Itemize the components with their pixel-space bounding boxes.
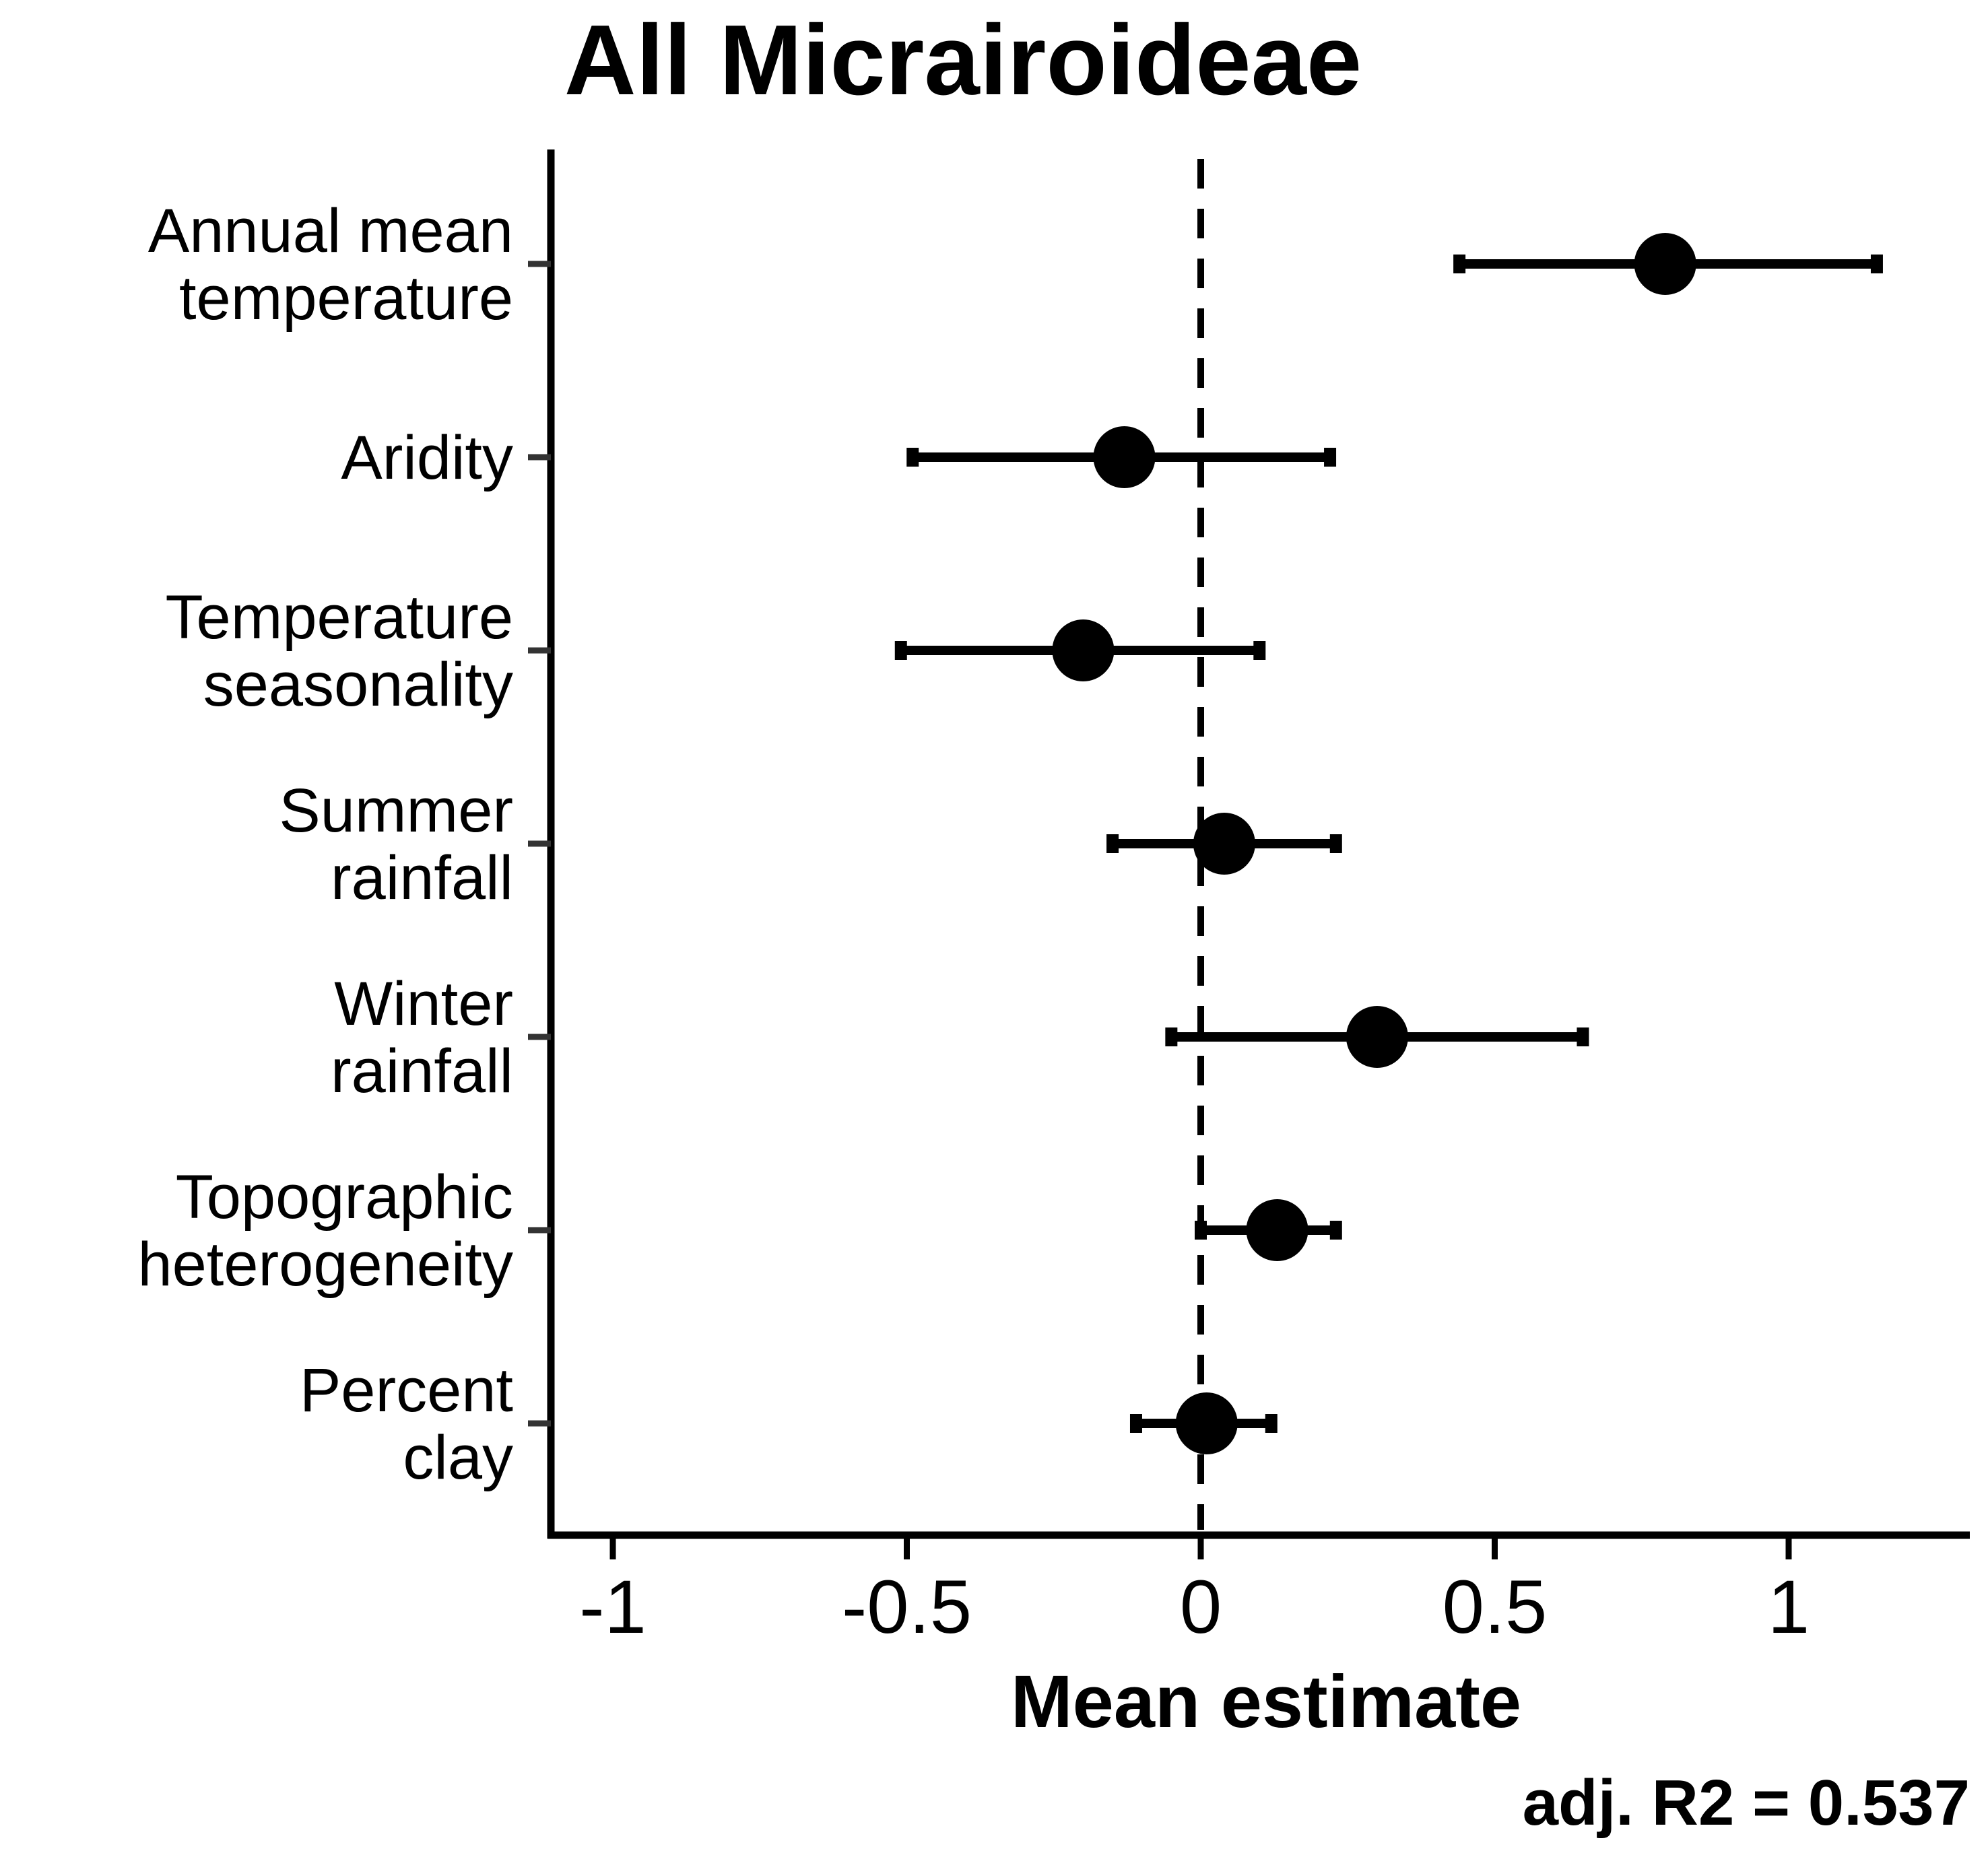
estimate-point bbox=[1193, 813, 1255, 875]
plot-area: -1 -0.5 0 0.5 1 Annual mean temperature Aridity… bbox=[137, 149, 1970, 1649]
x-tick-label: 1 bbox=[1768, 1565, 1810, 1649]
chart-title: All Micrairoideae bbox=[564, 5, 1362, 116]
estimate-point bbox=[1634, 233, 1696, 295]
estimate-point bbox=[1175, 1392, 1238, 1454]
x-tick-label: -1 bbox=[579, 1565, 647, 1649]
x-tick-label: -0.5 bbox=[842, 1565, 972, 1649]
estimate-point bbox=[1346, 1006, 1408, 1068]
x-tick-label: 0 bbox=[1180, 1565, 1222, 1649]
y-category-label: Aridity bbox=[341, 424, 513, 492]
x-tick-label: 0.5 bbox=[1443, 1565, 1548, 1649]
y-category-label: Temperature seasonality bbox=[166, 583, 513, 719]
estimate-point bbox=[1052, 619, 1115, 681]
estimate-point bbox=[1093, 426, 1156, 488]
adj-r2-annotation: adj. R2 = 0.537 bbox=[1523, 1767, 1970, 1839]
y-category-label: Annual mean temperature bbox=[148, 197, 513, 333]
estimate-point bbox=[1246, 1199, 1308, 1261]
y-category-label: Topographic heterogeneity bbox=[137, 1163, 513, 1299]
y-category-label: Winter rainfall bbox=[331, 970, 513, 1106]
y-category-label: Percent clay bbox=[300, 1356, 513, 1492]
x-axis-label: Mean estimate bbox=[1011, 1660, 1521, 1743]
y-category-label: Summer rainfall bbox=[279, 776, 513, 912]
